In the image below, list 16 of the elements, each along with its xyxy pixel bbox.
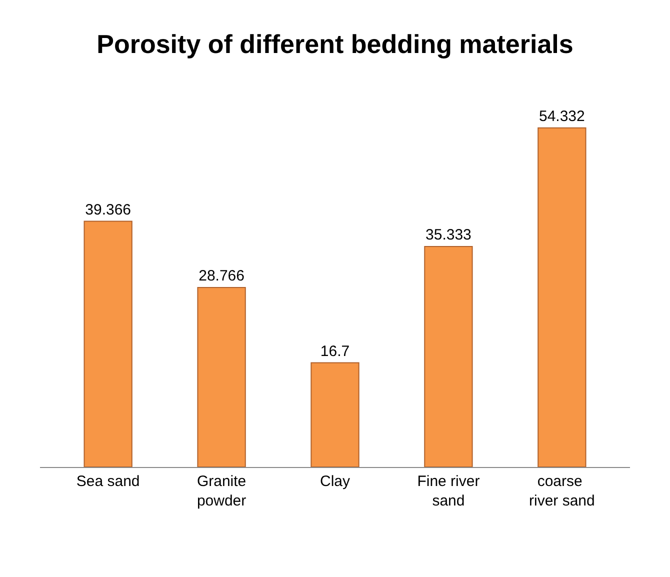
bar: [197, 286, 246, 467]
data-label: 35.333: [426, 226, 472, 244]
data-label: 16.7: [320, 342, 350, 360]
chart-title: Porosity of different bedding materials: [96, 28, 574, 59]
x-tick-label: Granite powder: [196, 473, 246, 510]
bar: [424, 246, 473, 467]
x-tick-label: Clay: [320, 473, 350, 490]
bar: [84, 220, 132, 467]
data-label: 54.332: [538, 108, 585, 125]
x-tick-label: Sea sand: [76, 473, 140, 490]
bar: [310, 362, 360, 467]
bar: [538, 127, 586, 467]
data-label: 39.366: [85, 201, 132, 218]
data-label: 28.766: [198, 267, 244, 284]
x-tick-label: Fine river sand: [417, 473, 480, 510]
x-tick-label: coarse river sand: [528, 473, 595, 510]
